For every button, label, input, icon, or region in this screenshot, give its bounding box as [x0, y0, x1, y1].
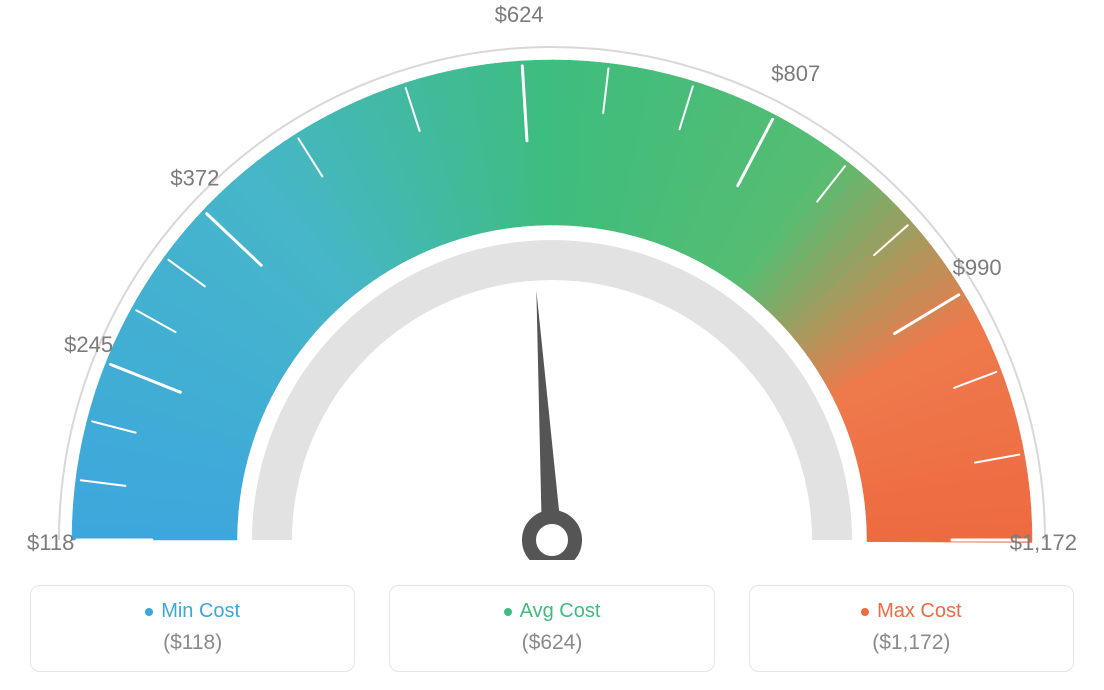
gauge-tick-label: $807 — [771, 61, 820, 86]
gauge-tick-label: $372 — [170, 165, 219, 190]
legend-value: ($624) — [400, 631, 703, 655]
legend-value: ($118) — [41, 631, 344, 655]
legend-title-max: Max Cost — [861, 600, 961, 623]
dot-icon — [504, 608, 512, 616]
legend-row: Min Cost ($118) Avg Cost ($624) Max Cost… — [0, 585, 1104, 672]
legend-card-min: Min Cost ($118) — [30, 585, 355, 672]
legend-label: Max Cost — [877, 600, 961, 623]
legend-card-avg: Avg Cost ($624) — [389, 585, 714, 672]
gauge-tick-label: $624 — [495, 2, 544, 27]
gauge-chart-container: $118 $245 $372 $624 $807 $990 $1,172 Min Cost … — [0, 0, 1104, 690]
legend-title-min: Min Cost — [145, 600, 240, 623]
legend-label: Min Cost — [161, 600, 240, 623]
dot-icon — [145, 608, 153, 616]
gauge-chart: $118 $245 $372 $624 $807 $990 $1,172 — [0, 0, 1104, 560]
gauge-needle — [536, 290, 562, 540]
gauge-tick-label: $245 — [64, 332, 113, 357]
legend-label: Avg Cost — [520, 600, 601, 623]
gauge-hub — [529, 517, 575, 560]
legend-card-max: Max Cost ($1,172) — [749, 585, 1074, 672]
gauge-tick-label: $1,172 — [1010, 530, 1077, 555]
gauge-tick-label: $118 — [27, 530, 74, 555]
dot-icon — [861, 608, 869, 616]
legend-value: ($1,172) — [760, 631, 1063, 655]
legend-title-avg: Avg Cost — [504, 600, 601, 623]
gauge-tick-label: $990 — [953, 255, 1002, 280]
